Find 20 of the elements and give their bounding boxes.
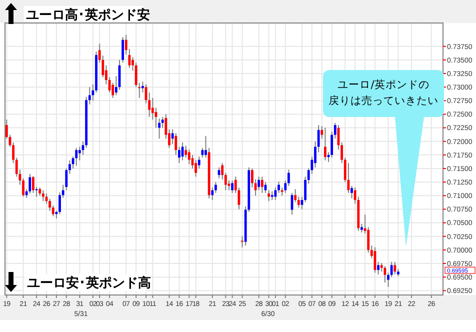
annotation: ユーロ/英ポンドの戻りは売っていきたい — [328, 78, 438, 107]
candlestick — [122, 36, 124, 64]
candlestick — [260, 176, 264, 194]
candlestick — [231, 180, 234, 194]
candlestick — [384, 266, 386, 284]
candlestick — [241, 236, 244, 248]
text: ユーロ高･英ポンド安 — [26, 7, 150, 23]
candlestick — [194, 159, 197, 178]
candlestick — [324, 127, 326, 161]
candlestick — [42, 190, 44, 202]
candlestick — [377, 261, 380, 275]
annotation: ユーロ安･英ポンド高 — [27, 275, 151, 291]
candlestick — [28, 173, 32, 194]
candlestick — [268, 190, 270, 202]
candlestick — [32, 176, 34, 194]
candlestick — [75, 147, 78, 166]
candlestick — [274, 187, 277, 200]
candlestick — [394, 261, 396, 275]
candlestick — [201, 147, 204, 158]
candlestick — [188, 149, 190, 165]
